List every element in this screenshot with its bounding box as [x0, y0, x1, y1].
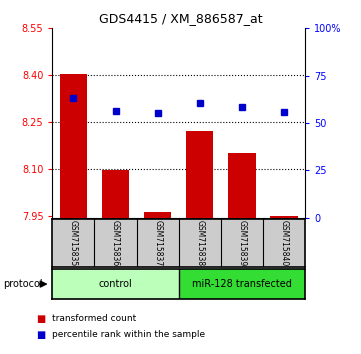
Text: GSM715837: GSM715837 — [153, 220, 162, 267]
Text: GSM715839: GSM715839 — [238, 220, 246, 267]
Text: ■: ■ — [36, 314, 45, 324]
Text: miR-128 transfected: miR-128 transfected — [192, 279, 292, 289]
Bar — [60, 74, 87, 218]
Text: percentile rank within the sample: percentile rank within the sample — [52, 330, 205, 339]
Bar — [102, 170, 129, 218]
Text: GSM715835: GSM715835 — [69, 220, 78, 267]
Text: transformed count: transformed count — [52, 314, 136, 323]
Bar — [270, 216, 298, 218]
Bar — [52, 269, 179, 299]
Text: GSM715838: GSM715838 — [195, 220, 204, 267]
Bar — [228, 153, 256, 218]
Bar — [186, 131, 213, 218]
Text: GDS4415 / XM_886587_at: GDS4415 / XM_886587_at — [99, 12, 262, 25]
Text: protocol: protocol — [4, 279, 43, 289]
Text: GSM715840: GSM715840 — [279, 220, 288, 267]
Text: ■: ■ — [36, 330, 45, 339]
Text: control: control — [99, 279, 132, 289]
Text: GSM715836: GSM715836 — [111, 220, 120, 267]
Bar — [144, 212, 171, 218]
Bar — [179, 269, 305, 299]
